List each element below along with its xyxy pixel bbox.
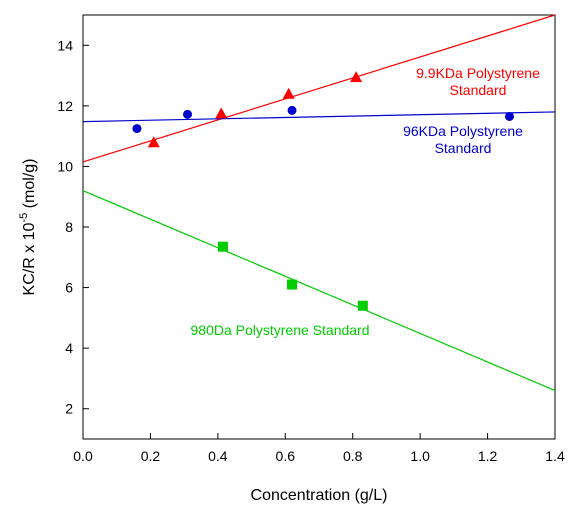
red-series-label: 9.9KDa Polystyrene Standard [416,65,540,98]
y-axis-title: KC/R x 10-5 (mol/g) [18,159,38,296]
blue-series-label-line: Standard [435,140,492,156]
y-tick-label: 10 [57,158,73,174]
x-tick-label: 0.0 [73,448,93,464]
y-tick-label: 14 [57,37,73,53]
y-axis: 2 4 6 8 10 12 14 [57,37,89,417]
y-axis-title-suffix: (mol/g) [21,159,38,213]
green-series-point [357,300,368,311]
green-series-fit-line [82,190,556,392]
blue-series-point [287,105,297,115]
blue-series-label: 96KDa Polystyrene Standard [403,123,523,156]
x-tick-label: 1.4 [545,448,565,464]
y-tick-label: 2 [65,401,73,417]
y-tick-label: 6 [65,280,73,296]
y-tick-label: 8 [65,219,73,235]
red-series-point [215,107,228,119]
red-series-fit-line [82,14,556,163]
x-axis-title: Concentration (g/L) [251,487,388,504]
blue-series-label-line: 96KDa Polystyrene [403,123,523,139]
blue-series-fit-line [82,111,556,123]
green-series-label: 980Da Polystyrene Standard [191,322,370,338]
green-series-label-line: 980Da Polystyrene Standard [191,322,370,338]
blue-series-point [504,111,514,121]
red-series-label-line: Standard [450,82,507,98]
fit-lines [82,14,556,392]
x-tick-label: 0.2 [141,448,161,464]
green-series-point [287,279,298,290]
blue-series-point [183,109,193,119]
x-tick-label: 0.6 [276,448,296,464]
x-tick-label: 0.4 [208,448,228,464]
x-tick-label: 1.2 [478,448,498,464]
x-tick-label: 0.8 [343,448,363,464]
green-series-point [217,241,228,252]
blue-series-point [132,124,142,134]
x-axis: 0.0 0.2 0.4 0.6 0.8 1.0 1.2 1.4 [73,433,565,464]
data-markers [132,71,514,311]
red-series-label-line: 9.9KDa Polystyrene [416,65,540,81]
y-tick-label: 4 [65,340,73,356]
red-series-point [350,71,363,83]
red-series-point [147,136,160,148]
y-axis-title-exponent: -5 [18,213,30,223]
y-tick-label: 12 [57,98,73,114]
red-series-point [282,87,295,99]
y-axis-title-prefix: KC/R x 10 [21,222,38,295]
x-tick-label: 1.0 [410,448,430,464]
